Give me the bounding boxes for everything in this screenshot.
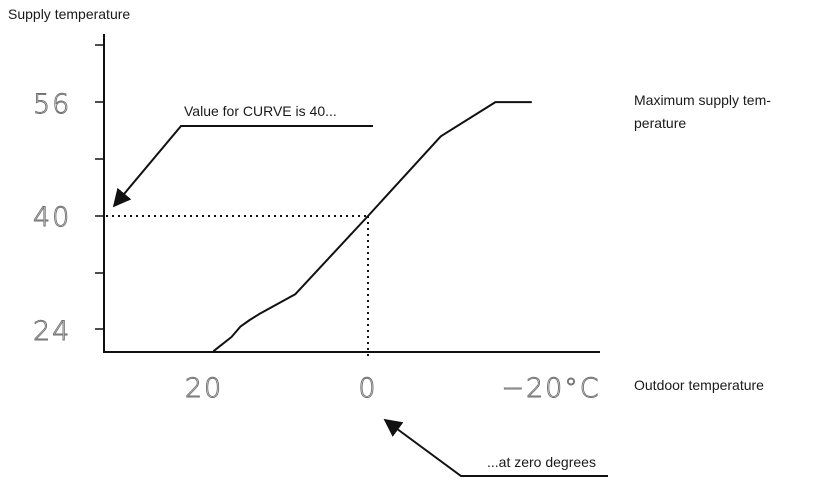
y-axis-tick-marks — [95, 44, 104, 330]
y-tick-label-40: 40 — [33, 202, 71, 233]
y-tick-labels: 56 40 24 — [33, 89, 71, 348]
x-tick-label-minus-20: −20°C — [501, 373, 600, 404]
curve-value-callout: Value for CURVE is 40... — [112, 103, 373, 208]
y-axis-title: Supply temperature — [8, 6, 130, 22]
zero-degrees-callout: ...at zero degrees — [383, 418, 608, 477]
x-axis-title: Outdoor temperature — [634, 377, 764, 393]
y-tick-label-24: 24 — [33, 316, 71, 347]
x-tick-label-20: 20 — [185, 373, 223, 404]
curve-value-arrow — [112, 125, 373, 208]
axes — [103, 34, 600, 353]
zero-degrees-arrow — [383, 418, 608, 477]
x-tick-labels: 20 0 −20°C — [184, 373, 600, 405]
x-tick-label-0: 0 — [358, 373, 377, 404]
heating-curve-line — [212, 101, 532, 353]
zero-degrees-note: ...at zero degrees — [487, 454, 596, 470]
max-supply-note-line1: Maximum supply tem- — [634, 92, 771, 108]
y-tick-label-56: 56 — [33, 89, 71, 120]
max-supply-note-line2: perature — [634, 115, 686, 131]
curve-value-note: Value for CURVE is 40... — [184, 103, 337, 119]
